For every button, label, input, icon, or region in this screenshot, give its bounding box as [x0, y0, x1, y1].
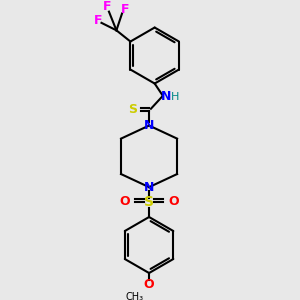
Text: O: O [119, 195, 130, 208]
Text: N: N [144, 119, 154, 132]
Text: O: O [168, 195, 178, 208]
Text: O: O [144, 278, 154, 291]
Text: H: H [171, 92, 179, 102]
Text: F: F [94, 14, 102, 28]
Text: F: F [103, 1, 111, 13]
Text: N: N [161, 90, 171, 103]
Text: CH₃: CH₃ [125, 292, 143, 300]
Text: S: S [128, 103, 137, 116]
Text: S: S [144, 195, 154, 209]
Text: N: N [144, 181, 154, 194]
Text: F: F [121, 3, 129, 16]
